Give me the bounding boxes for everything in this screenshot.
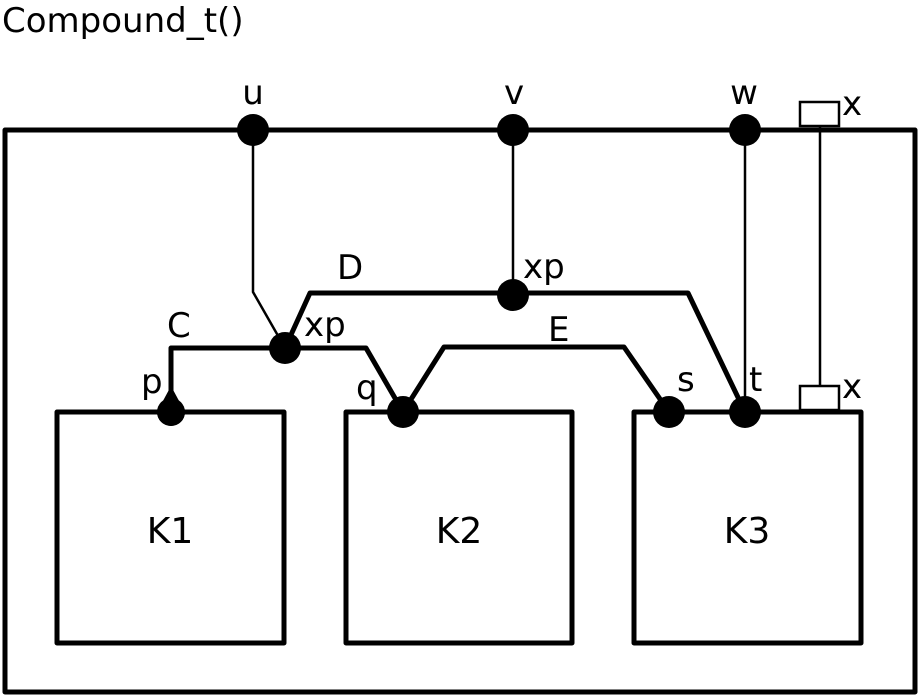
wire-u-to-xp — [251, 130, 287, 349]
port-x-square[interactable] — [798, 100, 841, 128]
port-u-dot[interactable] — [237, 114, 269, 146]
diagram-title: Compound_t() — [2, 1, 244, 41]
junction-xp-left-label: xp — [304, 305, 346, 345]
component-k2-label: K2 — [436, 511, 483, 552]
port-s-dot[interactable] — [653, 396, 685, 428]
component-k3-label: K3 — [724, 511, 771, 552]
component-k2[interactable]: K2 — [343, 409, 575, 646]
connection-e-label: E — [548, 310, 569, 350]
component-k1[interactable]: K1 — [54, 409, 287, 646]
port-x-label: x — [842, 84, 862, 124]
connection-e[interactable] — [400, 344, 672, 415]
compound-block-frame — [2, 127, 918, 695]
connection-d-label: D — [337, 248, 363, 288]
port-v-dot[interactable] — [497, 114, 529, 146]
port-x-inner-square[interactable] — [798, 384, 841, 412]
connection-c[interactable] — [168, 345, 406, 415]
port-t-label: t — [749, 360, 762, 400]
port-t-dot[interactable] — [729, 396, 761, 428]
port-s-label: s — [677, 360, 695, 400]
port-p-dot[interactable] — [157, 398, 185, 426]
junction-xp-top-dot[interactable] — [497, 279, 529, 311]
port-u-label: u — [242, 73, 264, 113]
port-w-dot[interactable] — [729, 114, 761, 146]
connection-c-label: C — [167, 306, 191, 346]
port-p-label: p — [141, 362, 163, 402]
component-k3[interactable]: K3 — [631, 409, 864, 646]
component-k2-box — [343, 409, 575, 646]
component-k1-label: K1 — [147, 511, 194, 552]
junction-xp-left-dot[interactable] — [269, 332, 301, 364]
port-v-label: v — [504, 73, 524, 113]
port-w-label: w — [730, 73, 758, 113]
port-q-label: q — [356, 368, 378, 408]
port-q-dot[interactable] — [387, 396, 419, 428]
port-x-inner-label: x — [842, 367, 862, 407]
junction-xp-top-label: xp — [523, 247, 565, 287]
